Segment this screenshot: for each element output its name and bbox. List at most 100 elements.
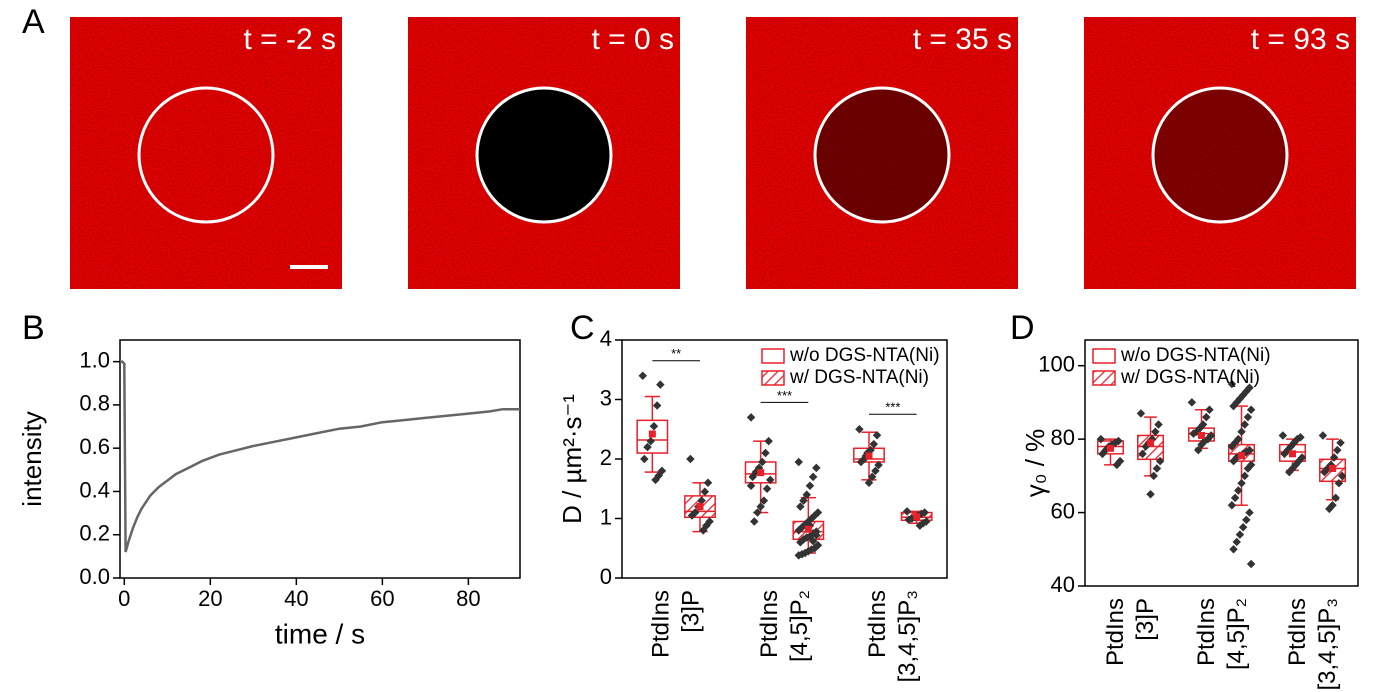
- data-point: [746, 481, 756, 491]
- data-point: [649, 422, 659, 431]
- y-tick-label: 60: [1051, 498, 1075, 523]
- legend-swatch: [1092, 348, 1116, 364]
- data-point: [1240, 420, 1249, 429]
- data-point: [1205, 405, 1214, 415]
- data-point: [1336, 438, 1345, 448]
- time-label: t = 0 s: [591, 23, 674, 56]
- data-point: [1334, 478, 1344, 488]
- data-point: [915, 521, 925, 530]
- data-point: [794, 457, 803, 467]
- data-point: [746, 413, 756, 422]
- category-label: PtdIns: [1193, 598, 1220, 666]
- data-point: [1229, 545, 1238, 554]
- category-label: PtdIns: [648, 590, 675, 658]
- data-point: [1235, 530, 1245, 539]
- data-point: [1333, 445, 1342, 455]
- y-axis-label: γ₀ / %: [1020, 429, 1050, 498]
- microscopy-image: [1084, 17, 1356, 289]
- panel-label: D: [1010, 309, 1035, 347]
- data-point: [1246, 405, 1256, 415]
- mean: [1329, 465, 1337, 473]
- data-point: [1149, 471, 1158, 481]
- legend-label: w/ DGS-NTA(Ni): [1120, 367, 1260, 388]
- legend-swatch: [761, 348, 785, 364]
- data-point: [764, 436, 773, 446]
- data-point: [1232, 537, 1241, 547]
- data-point: [867, 472, 877, 482]
- time-label: t = -2 s: [243, 23, 336, 56]
- data-point: [703, 478, 713, 488]
- data-point: [1202, 412, 1211, 422]
- mean: [1106, 444, 1114, 452]
- data-point: [1278, 431, 1288, 440]
- data-point: [643, 442, 652, 452]
- data-point: [794, 526, 803, 535]
- legend-swatch: [1092, 370, 1116, 386]
- legend-label: w/ DGS-NTA(Ni): [789, 367, 929, 388]
- data-point: [1285, 467, 1294, 477]
- y-tick-label: 0.6: [79, 434, 110, 459]
- data-point: [1234, 486, 1243, 495]
- mean: [1197, 431, 1205, 439]
- legend-swatch: [761, 370, 785, 386]
- y-tick-label: 40: [1051, 572, 1075, 597]
- y-tick-label: 4: [600, 326, 612, 351]
- data-point: [1329, 453, 1339, 462]
- mean: [804, 525, 812, 533]
- data-point: [698, 526, 708, 535]
- x-tick-label: 40: [284, 586, 308, 611]
- data-point: [1187, 398, 1197, 407]
- data-point: [796, 538, 805, 547]
- data-point: [808, 472, 818, 482]
- y-tick-label: 0.8: [79, 391, 110, 416]
- data-point: [1227, 442, 1237, 451]
- data-point: [762, 484, 772, 493]
- data-point: [1229, 401, 1238, 411]
- y-tick-label: 1: [600, 504, 612, 529]
- data-point: [1243, 412, 1253, 422]
- mean: [913, 513, 921, 521]
- data-point: [758, 457, 767, 467]
- data-point: [869, 439, 879, 449]
- data-point: [812, 463, 821, 473]
- data-point: [1331, 493, 1340, 503]
- y-tick-label: 80: [1051, 425, 1075, 450]
- panel-label: A: [22, 3, 45, 41]
- data-point: [904, 515, 913, 524]
- data-point: [700, 487, 710, 496]
- y-tick-label: 0.4: [79, 477, 110, 502]
- category-label: [3,4,5]P₃: [894, 590, 921, 683]
- data-point: [1096, 434, 1106, 444]
- data-point: [766, 475, 775, 485]
- data-point: [686, 454, 695, 464]
- mean: [1238, 452, 1246, 460]
- category-label: PtdIns: [756, 590, 783, 658]
- mean: [865, 452, 873, 460]
- data-point: [748, 472, 757, 482]
- data-point: [651, 475, 660, 485]
- data-point: [1151, 427, 1160, 437]
- data-point: [1240, 471, 1249, 481]
- data-point: [1229, 456, 1238, 466]
- data-point: [874, 460, 883, 470]
- x-tick-label: 80: [456, 586, 480, 611]
- data-point: [856, 457, 866, 467]
- data-point: [1325, 504, 1334, 514]
- y-tick-label: 0.2: [79, 521, 110, 546]
- data-point: [750, 517, 759, 526]
- mean: [1147, 439, 1155, 447]
- mean: [757, 469, 765, 477]
- data-point: [1320, 467, 1329, 477]
- time-label: t = 35 s: [913, 23, 1012, 56]
- y-axis-label: D / µm²·s⁻¹: [557, 394, 587, 524]
- significance-label: ***: [885, 400, 900, 415]
- data-point: [808, 536, 818, 546]
- mean: [648, 430, 656, 438]
- panel-label: B: [22, 309, 45, 347]
- data-point: [656, 380, 665, 389]
- data-point: [756, 502, 765, 511]
- data-point: [697, 496, 706, 505]
- data-point: [761, 448, 770, 458]
- data-point: [855, 425, 864, 434]
